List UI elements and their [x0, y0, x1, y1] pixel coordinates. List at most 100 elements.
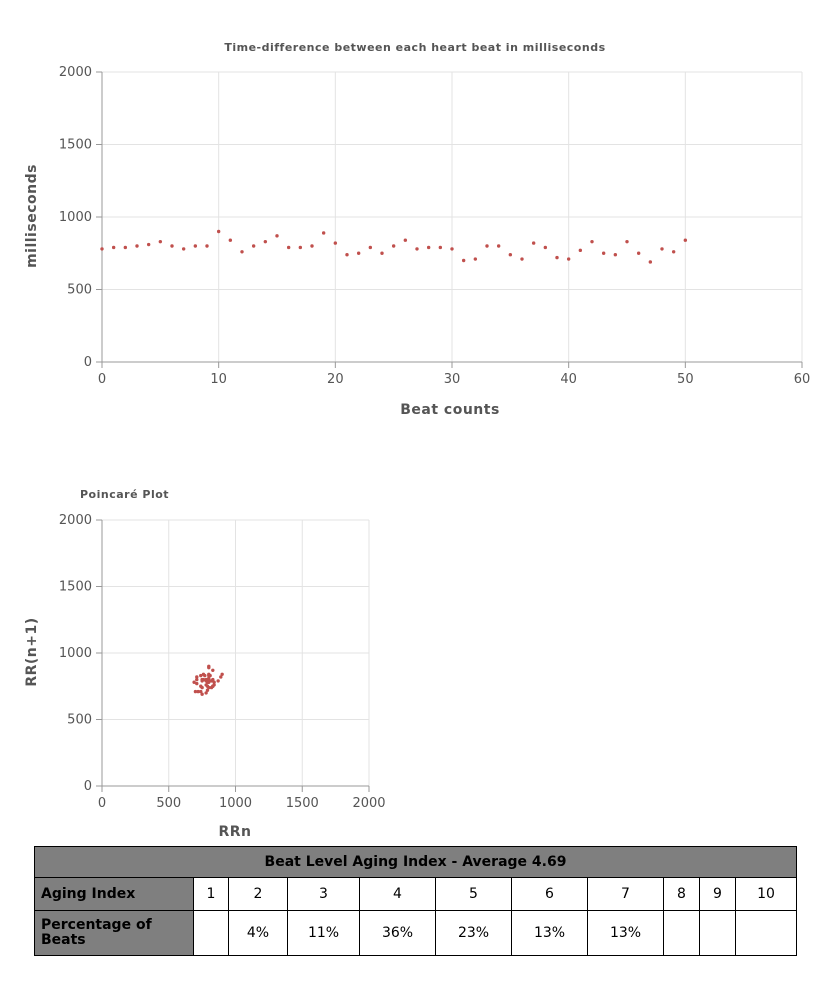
data-point: [636, 251, 641, 255]
y-tick-label: 2000: [59, 65, 92, 80]
data-point: [216, 679, 220, 683]
x-tick-label: 2000: [352, 796, 385, 811]
data-point: [520, 257, 524, 261]
data-point: [473, 257, 478, 261]
data-point: [671, 250, 676, 254]
percentage-cell: [193, 910, 229, 956]
percentage-cell: 23%: [435, 910, 512, 956]
data-point: [648, 260, 653, 264]
y-axis-label: milliseconds: [24, 164, 40, 268]
aging-index-row: Aging Index 1 2 3 4 5 6 7 8 9 10: [34, 877, 797, 911]
data-point: [415, 247, 419, 251]
data-point: [146, 242, 151, 247]
data-point: [426, 245, 431, 250]
percentage-cell: [735, 910, 797, 956]
data-point: [625, 239, 629, 244]
y-tick-label: 500: [67, 283, 92, 298]
aging-index-table: Beat Level Aging Index - Average 4.69 Ag…: [34, 846, 797, 956]
percentage-row: Percentage of Beats 4% 11% 36% 23% 13% 1…: [34, 910, 797, 956]
data-point: [251, 244, 256, 248]
data-point: [531, 241, 536, 245]
data-point: [100, 247, 104, 251]
data-point: [368, 245, 373, 250]
data-point: [590, 239, 594, 244]
data-point: [219, 675, 223, 679]
x-tick-label: 1000: [219, 796, 252, 811]
data-point: [207, 672, 211, 676]
data-point: [275, 234, 279, 238]
percentage-cell: 13%: [587, 910, 664, 956]
y-tick-label: 1000: [59, 210, 92, 225]
x-tick-label: 1500: [286, 796, 319, 811]
x-tick-label: 20: [327, 372, 344, 387]
x-tick-label: 0: [98, 372, 106, 387]
percentage-cell: 13%: [511, 910, 588, 956]
x-axis-label: RRn: [218, 824, 251, 840]
aging-index-cell: 2: [228, 877, 288, 911]
data-point: [193, 689, 198, 694]
data-point: [216, 229, 221, 234]
data-point: [298, 245, 303, 250]
x-tick-label: 10: [210, 372, 227, 387]
percentage-cell: 36%: [359, 910, 436, 956]
data-point: [195, 681, 199, 686]
data-point: [204, 691, 208, 695]
y-tick-label: 1500: [59, 138, 92, 153]
data-point: [228, 238, 233, 242]
y-tick-label: 500: [67, 713, 92, 728]
x-tick-label: 50: [677, 372, 694, 387]
data-point: [181, 247, 186, 251]
data-point: [199, 673, 203, 678]
data-point: [196, 689, 200, 694]
y-tick-label: 1500: [59, 580, 92, 595]
aging-index-cell: 5: [435, 877, 512, 911]
data-point: [195, 677, 199, 682]
data-point: [555, 255, 559, 260]
data-point: [193, 244, 198, 248]
table-title-row: Beat Level Aging Index - Average 4.69: [34, 846, 797, 878]
data-point: [207, 685, 211, 690]
aging-index-cell: 10: [735, 877, 797, 911]
percentage-label: Percentage of Beats: [34, 910, 194, 956]
data-point: [211, 668, 215, 672]
y-tick-label: 2000: [59, 513, 92, 528]
poincare-plot: 0 500 1000 1500 2000 0 500 1000 1500 2000 Poincaré…: [24, 488, 386, 840]
data-point: [209, 679, 214, 683]
data-point: [461, 258, 466, 263]
data-point: [199, 689, 203, 694]
x-tick-label: 40: [560, 372, 577, 387]
aging-index-cell: 6: [511, 877, 588, 911]
y-tick-label: 0: [84, 779, 92, 794]
data-point: [212, 680, 216, 684]
data-point: [345, 253, 349, 257]
aging-index-cell: 1: [193, 877, 229, 911]
data-point: [578, 248, 583, 253]
data-point: [333, 241, 338, 245]
data-point: [485, 244, 489, 248]
data-point: [613, 253, 618, 257]
data-point: [207, 677, 211, 682]
x-tick-label: 0: [98, 796, 106, 811]
data-point: [601, 251, 606, 255]
data-point: [321, 231, 326, 235]
data-point: [205, 244, 209, 248]
y-tick-label: 0: [84, 355, 92, 370]
x-tick-label: 60: [794, 372, 811, 387]
data-point: [660, 247, 664, 251]
data-point: [211, 684, 215, 688]
data-point: [123, 245, 128, 250]
data-point: [201, 672, 206, 676]
percentage-cell: 11%: [287, 910, 360, 956]
aging-index-cell: 4: [359, 877, 436, 911]
aging-index-cell: 9: [699, 877, 736, 911]
x-tick-label: 30: [444, 372, 461, 387]
percentage-cell: [699, 910, 736, 956]
aging-index-cell: 3: [287, 877, 360, 911]
aging-index-cell: 7: [587, 877, 664, 911]
data-point: [158, 239, 163, 244]
data-point: [111, 245, 116, 250]
table-title: Beat Level Aging Index - Average 4.69: [34, 846, 797, 878]
data-point: [220, 672, 224, 676]
data-point: [450, 247, 454, 251]
data-point: [310, 244, 314, 248]
